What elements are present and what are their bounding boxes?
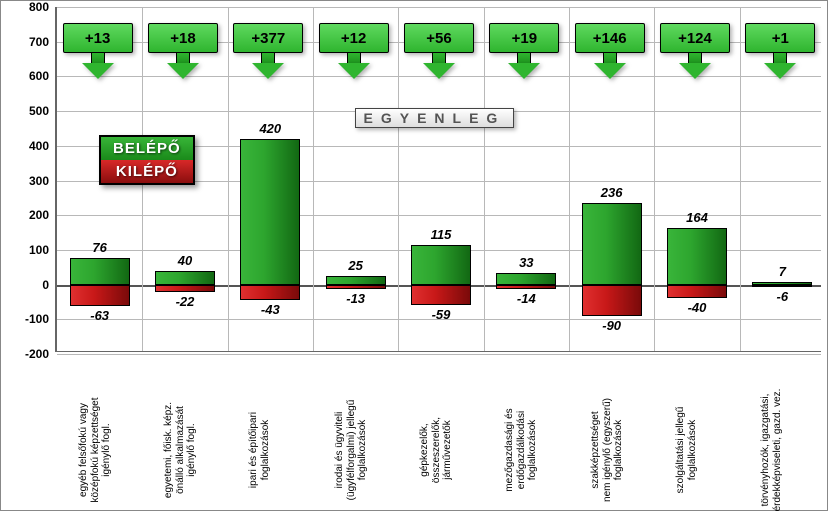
bar-positive [667,228,727,285]
vertical-gridline [654,7,655,351]
y-tick-label: 500 [29,104,49,118]
balance-arrow-box: +18 [148,23,218,53]
gridline [57,354,821,355]
value-label-negative: -63 [64,308,136,323]
y-tick-label: 200 [29,208,49,222]
value-label-positive: 420 [234,121,306,136]
balance-arrow-head [252,63,284,79]
balance-arrow-box: +12 [319,23,389,53]
chart-title: EGYENLEG [355,108,515,128]
balance-arrow-head [679,63,711,79]
y-tick-label: 800 [29,0,49,14]
value-label-positive: 236 [576,185,648,200]
y-tick-label: -200 [25,347,49,361]
value-label-positive: 7 [746,264,818,279]
y-tick-label: 100 [29,243,49,257]
legend-negative: KILÉPŐ [101,160,193,183]
value-label-negative: -90 [576,318,648,333]
x-category-label: irodai és ügyviteli (ügyfélforgalmi) jel… [334,375,374,525]
balance-arrow-head [82,63,114,79]
balance-arrow-stem [773,53,787,63]
value-label-negative: -6 [746,289,818,304]
vertical-gridline [228,7,229,351]
y-tick-label: -100 [25,312,49,326]
value-label-negative: -13 [320,291,392,306]
bar-negative [667,285,727,299]
vertical-gridline [313,7,314,351]
x-category-label: mezőgazdasági és erdőgazdálkodási foglal… [504,375,544,525]
x-category-label: törvényhozók, igazgatási, érdekképvisele… [760,375,800,525]
value-label-positive: 40 [149,253,221,268]
balance-arrow-head [167,63,199,79]
value-label-negative: -59 [405,307,477,322]
balance-arrow-head [594,63,626,79]
balance-arrow-box: +56 [404,23,474,53]
bar-negative [155,285,215,293]
balance-arrow-box: +19 [489,23,559,53]
x-category-label: egyetemi, főisk. képz. önálló alkalmazás… [163,375,203,525]
bar-negative [411,285,471,305]
value-label-negative: -40 [661,300,733,315]
bar-positive [496,273,556,284]
chart-container: 76 -63 40 -22 420 -43 25 -13 115 -59 33 -14 236 -90 16… [0,0,828,511]
bar-negative [240,285,300,300]
y-tick-label: 700 [29,35,49,49]
balance-arrow-stem [91,53,105,63]
vertical-gridline [484,7,485,351]
value-label-positive: 115 [405,227,477,242]
balance-arrow-head [338,63,370,79]
y-tick-label: 0 [42,278,49,292]
balance-arrow-box: +13 [63,23,133,53]
bar-positive [155,271,215,285]
bar-positive [582,203,642,285]
balance-arrow-box: +1 [745,23,815,53]
balance-arrow-stem [261,53,275,63]
value-label-positive: 33 [490,255,562,270]
x-category-label: szolgáltatási jellegű foglalkozások [675,375,715,525]
balance-arrow-stem [517,53,531,63]
value-label-positive: 76 [64,240,136,255]
vertical-gridline [740,7,741,351]
x-category-label: egyéb felsőfokú vagy középfokú képzettsé… [78,375,118,525]
bar-positive [326,276,386,285]
value-label-negative: -14 [490,291,562,306]
bar-positive [411,245,471,285]
balance-arrow-stem [432,53,446,63]
value-label-positive: 164 [661,210,733,225]
value-label-negative: -43 [234,302,306,317]
y-axis: -200 -100 0 100 200 300 400 500 600 700 800 [1,1,55,510]
balance-arrow-box: +377 [233,23,303,53]
x-category-label: ipari és építőipari foglalkozások [248,375,288,525]
balance-arrow-stem [347,53,361,63]
y-tick-label: 300 [29,174,49,188]
balance-arrow-head [423,63,455,79]
gridline [57,7,821,8]
legend-positive: BELÉPŐ [101,137,193,160]
y-tick-label: 400 [29,139,49,153]
bar-negative [752,285,812,287]
bar-negative [70,285,130,307]
bar-positive [70,258,130,284]
balance-arrow-box: +146 [575,23,645,53]
bar-negative [496,285,556,290]
balance-arrow-box: +124 [660,23,730,53]
balance-arrow-head [508,63,540,79]
balance-arrow-head [764,63,796,79]
balance-arrow-stem [176,53,190,63]
value-label-positive: 25 [320,258,392,273]
value-label-negative: -22 [149,294,221,309]
legend: BELÉPŐKILÉPŐ [99,135,195,185]
vertical-gridline [398,7,399,351]
bar-negative [326,285,386,290]
y-tick-label: 600 [29,69,49,83]
bar-positive [240,139,300,285]
balance-arrow-stem [603,53,617,63]
vertical-gridline [569,7,570,351]
balance-arrow-stem [688,53,702,63]
x-category-label: szakképzettséget nem igénylő (egyszerű) … [590,375,630,525]
bar-negative [582,285,642,316]
x-category-label: gépkezelők, összeszerelők, járművezetők [419,375,459,525]
